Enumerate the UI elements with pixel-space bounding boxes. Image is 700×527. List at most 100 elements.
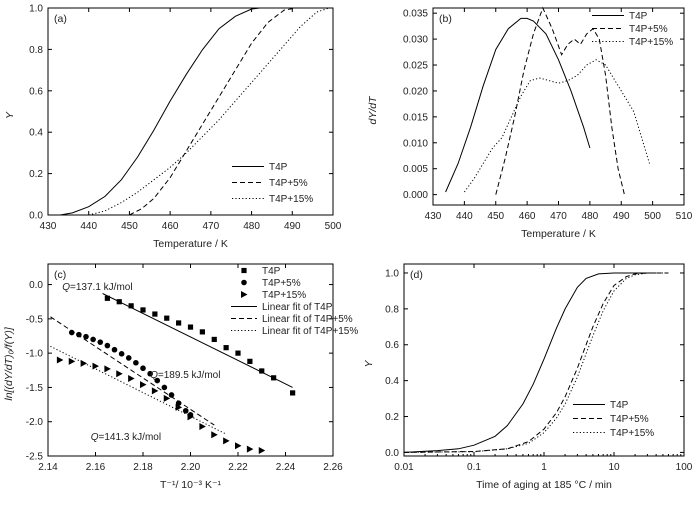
panel-d-legend-entry: T4P bbox=[610, 400, 629, 411]
panel-b-legend-entry: T4P+5% bbox=[629, 24, 668, 35]
panel-a-xtick-label: 460 bbox=[162, 221, 179, 232]
panel-c-point-t4p-5 bbox=[182, 407, 189, 414]
panel-c-xtick-label: 2.14 bbox=[38, 462, 58, 473]
panel-d-xtick-label: 0.01 bbox=[394, 462, 414, 473]
panel-d-legend-entry: T4P+15% bbox=[610, 428, 654, 439]
panel-a-ytick-label: 0.8 bbox=[29, 45, 43, 56]
panel-b-xtick-label: 450 bbox=[487, 211, 504, 222]
panel-c-ytick-label: 0.0 bbox=[29, 280, 43, 291]
panel-c-point-t4p-15 bbox=[211, 431, 218, 439]
panel-c-series-t4p bbox=[104, 295, 296, 396]
panel-c-xtick-label: 2.18 bbox=[133, 462, 153, 473]
panel-c-point-t4p bbox=[128, 303, 134, 309]
panel-b-xtick-label: 430 bbox=[425, 211, 442, 222]
panel-c-point-t4p-5 bbox=[147, 370, 153, 377]
panel-c-point-t4p bbox=[176, 320, 182, 326]
panel-c-point-t4p-15 bbox=[175, 403, 183, 411]
panel-c-label: (c) bbox=[54, 269, 66, 281]
panel-a-ylabel: Y bbox=[4, 111, 16, 119]
panel-c-xtick-label: 2.22 bbox=[228, 462, 248, 473]
panel-c-ylabel: ln[(dY/dT)₀/f(Y)] bbox=[3, 326, 15, 400]
panel-b-series-t4p-15 bbox=[463, 59, 650, 193]
panel-b-xtick-label: 480 bbox=[582, 211, 599, 222]
panel-a-xtick-label: 490 bbox=[284, 221, 301, 232]
panel-a-legend-entry: T4P+5% bbox=[269, 178, 308, 189]
panel-b-ytick-label: 0.030 bbox=[403, 35, 428, 46]
panel-c-point-t4p-5 bbox=[125, 355, 132, 361]
panel-a-ytick-label: 0.6 bbox=[29, 86, 43, 97]
panel-b-xtick-label: 460 bbox=[519, 211, 536, 222]
panel-b-legend: T4P T4P+5% T4P+15% bbox=[592, 11, 673, 48]
panel-c-point-t4p-15 bbox=[128, 375, 135, 383]
panel-a-xtick-label: 470 bbox=[203, 221, 220, 232]
panel-c-point-t4p-15 bbox=[187, 413, 194, 421]
panel-c-point-t4p-5 bbox=[76, 331, 82, 338]
panel-c-point-t4p-15 bbox=[163, 394, 171, 402]
panel-c-point-t4p-15 bbox=[140, 381, 147, 389]
panel-c-point-t4p bbox=[259, 368, 265, 374]
panel-c-point-t4p bbox=[164, 315, 170, 321]
panel-a-xtick-label: 500 bbox=[325, 221, 342, 232]
panel-d-ytick-label: 0.2 bbox=[385, 412, 399, 423]
panel-b-ylabel: dY/dT bbox=[367, 95, 379, 125]
panel-a-legend-entry: T4P+15% bbox=[269, 194, 313, 205]
panel-d-legend-entry: T4P+5% bbox=[610, 414, 649, 425]
panel-c-xtick-label: 2.24 bbox=[276, 462, 296, 473]
panel-d-xtick-label: 10 bbox=[608, 462, 620, 473]
panel-c-point-t4p bbox=[290, 390, 296, 396]
panel-d-ytick-label: 1.0 bbox=[385, 268, 399, 279]
panel-c-ytick-label: -1.5 bbox=[26, 383, 44, 394]
panel-c-point-t4p bbox=[271, 375, 277, 381]
panel-b-legend-entry: T4P+15% bbox=[629, 37, 673, 48]
panel-b-series-t4p-5 bbox=[495, 6, 625, 195]
panel-b-xtick-label: 440 bbox=[456, 211, 473, 222]
panel-c-point-t4p-5 bbox=[133, 359, 139, 366]
panel-a-ytick-label: 0.2 bbox=[29, 169, 43, 180]
panel-d-xtick-label: 100 bbox=[676, 462, 693, 473]
panel-b-xtick-label: 470 bbox=[550, 211, 567, 222]
panel-c-point-t4p-5 bbox=[168, 392, 175, 398]
panel-c-legend-entry: T4P+15% bbox=[262, 290, 306, 301]
panel-c-legend-entry: T4P bbox=[262, 266, 281, 277]
panel-d-ytick-label: 0.0 bbox=[385, 448, 399, 459]
panel-a-legend-entry: T4P bbox=[269, 162, 288, 173]
panel-d-ytick-label: 0.8 bbox=[385, 304, 399, 315]
panel-c-point-t4p-5 bbox=[97, 339, 104, 345]
panel-a-xtick-label: 480 bbox=[243, 221, 260, 232]
panel-d-xtick-label: 0.1 bbox=[467, 462, 481, 473]
panel-c-point-t4p-15 bbox=[151, 387, 159, 395]
panel-c-point-t4p-15 bbox=[92, 362, 99, 370]
panel-b-ytick-label: 0.035 bbox=[403, 9, 428, 20]
panel-c-point-t4p-15 bbox=[104, 365, 111, 373]
panel-c-point-t4p bbox=[187, 324, 194, 330]
panel-a-series-t4p bbox=[60, 7, 260, 216]
panel-c-series-t4p-5 bbox=[68, 329, 194, 418]
panel-c-point-t4p-15 bbox=[235, 442, 242, 450]
panel-c-point-t4p-5 bbox=[140, 365, 146, 372]
panel-d-series-t4p-15 bbox=[403, 272, 669, 453]
panel-d-series-t4p bbox=[403, 272, 657, 453]
panel-c-point-t4p-5 bbox=[175, 400, 182, 407]
panel-c-point-t4p-15 bbox=[68, 357, 76, 365]
panel-d-label: (d) bbox=[410, 269, 423, 281]
panel-a-xtick-label: 430 bbox=[40, 221, 57, 232]
panel-b-ytick-label: 0.000 bbox=[403, 190, 428, 201]
panel-c-legend-marker-t4p-15 bbox=[241, 291, 248, 298]
panel-b: 430 440 450 460 470 480 490 500 510 0.000 0.005 0.0… bbox=[367, 6, 693, 240]
panel-c-point-t4p bbox=[140, 307, 146, 313]
panel-c-point-t4p bbox=[247, 358, 253, 364]
panel-c-ytick-label: -1.0 bbox=[26, 349, 44, 360]
panel-c-ytick-label: -0.5 bbox=[26, 314, 44, 325]
panel-c-xtick-label: 2.26 bbox=[323, 462, 343, 473]
panel-d-series-t4p-5 bbox=[403, 272, 669, 453]
panel-b-ytick-label: 0.020 bbox=[403, 86, 428, 97]
panel-c-xtick-label: 2.16 bbox=[86, 462, 106, 473]
panel-c-point-t4p-15 bbox=[258, 447, 266, 455]
panel-c-point-t4p bbox=[104, 295, 110, 301]
panel-b-xtick-label: 490 bbox=[613, 211, 630, 222]
panel-c-point-t4p-15 bbox=[80, 359, 88, 367]
panel-c-point-t4p bbox=[223, 345, 229, 351]
panel-a: 430 440 450 460 470 480 490 500 0.0 0.2 0.4 0.6 0.8 1… bbox=[4, 4, 342, 251]
panel-d-xtick-label: 1 bbox=[541, 462, 547, 473]
